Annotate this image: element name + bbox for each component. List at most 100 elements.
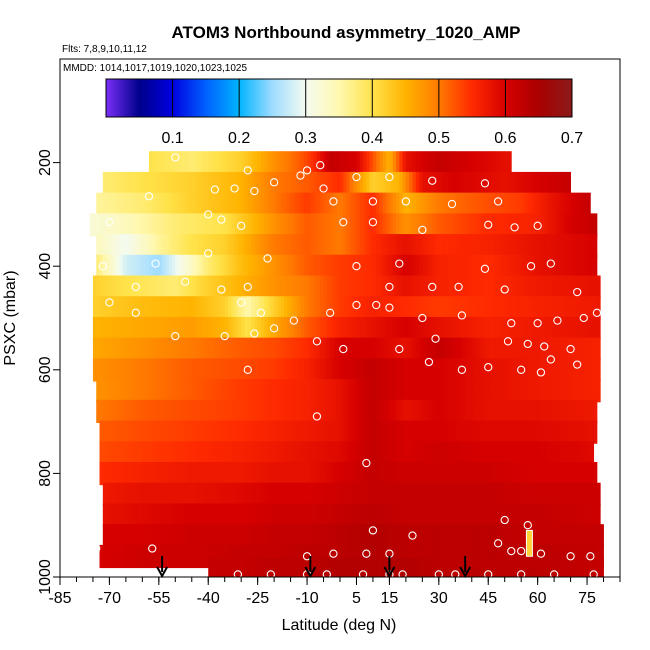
heatmap-cell (172, 296, 176, 320)
heatmap-cell (567, 316, 571, 341)
heatmap-cell (340, 296, 344, 320)
heatmap-cell (119, 462, 123, 486)
heatmap-cell (573, 503, 578, 527)
heatmap-cell (254, 254, 259, 278)
data-point (510, 223, 519, 232)
heatmap-cell (244, 557, 249, 577)
heatmap-cell (560, 441, 565, 465)
heatmap-cell (372, 254, 377, 278)
heatmap-cell (432, 420, 436, 444)
heatmap-cell (415, 254, 420, 278)
heatmap-cell (534, 192, 539, 216)
heatmap-cell (471, 557, 476, 577)
heatmap-cell (438, 420, 443, 444)
heatmap-cell (379, 316, 384, 341)
heatmap-cell (155, 358, 160, 382)
heatmap-cell (129, 482, 133, 506)
heatmap-cell (307, 316, 311, 341)
heatmap-cell (231, 213, 235, 237)
heatmap-cell (343, 482, 347, 506)
heatmap-cell (567, 441, 571, 465)
heatmap-cell (204, 399, 209, 424)
heatmap-cell (369, 213, 374, 237)
heatmap-cell (481, 192, 486, 216)
heatmap-cell (540, 316, 545, 341)
heatmap-cell (277, 379, 282, 403)
heatmap-cell (178, 213, 183, 237)
heatmap-cell (237, 420, 242, 444)
heatmap-cell (132, 379, 137, 403)
heatmap-cell (501, 482, 506, 506)
heatmap-cell (432, 296, 436, 320)
heatmap-cell (494, 254, 499, 278)
heatmap-cell (178, 358, 183, 382)
heatmap-cell (102, 171, 107, 196)
heatmap-cell (208, 275, 212, 299)
data-point (220, 331, 229, 341)
heatmap-cell (148, 151, 153, 175)
heatmap-cell (349, 296, 354, 320)
heatmap-cell (356, 254, 361, 278)
heatmap-cell (181, 482, 186, 506)
heatmap-cell (106, 192, 110, 216)
heatmap-cell (524, 213, 529, 237)
heatmap-cell (142, 171, 147, 196)
heatmap-cell (132, 441, 137, 465)
heatmap-cell (330, 234, 334, 258)
heatmap-cell (478, 462, 483, 486)
heatmap-cell (491, 420, 496, 444)
heatmap-cell (379, 399, 384, 424)
heatmap-cell (527, 254, 532, 278)
heatmap-cell (132, 296, 137, 320)
heatmap-cell (468, 462, 473, 486)
heatmap-cell (191, 337, 196, 361)
heatmap-cell (557, 234, 562, 258)
data-point (517, 546, 526, 556)
heatmap-cell (580, 275, 585, 299)
heatmap-cell (498, 358, 502, 382)
heatmap-cell (293, 234, 298, 258)
heatmap-cell (214, 171, 219, 196)
heatmap-cell (570, 358, 575, 382)
heatmap-cell (531, 420, 535, 444)
heatmap-cell (168, 358, 173, 382)
heatmap-cell (537, 171, 542, 196)
heatmap-cell (494, 420, 499, 444)
heatmap-cell (537, 399, 542, 424)
heatmap-cell (185, 420, 189, 444)
highlight-bar (525, 529, 533, 557)
heatmap-cell (419, 213, 423, 237)
heatmap-cell (514, 358, 519, 382)
heatmap-cell (511, 296, 515, 320)
heatmap-cell (488, 399, 492, 424)
heatmap-cell (139, 482, 143, 506)
heatmap-cell (382, 254, 387, 278)
heatmap-cell (478, 296, 483, 320)
heatmap-cell (402, 213, 407, 237)
heatmap-cell (448, 275, 453, 299)
heatmap-cell (185, 171, 189, 196)
heatmap-cell (181, 379, 186, 403)
heatmap-cell (201, 399, 206, 424)
heatmap-cell (356, 234, 361, 258)
heatmap-cell (468, 254, 473, 278)
heatmap-cell (435, 557, 440, 577)
heatmap-cell (112, 234, 117, 258)
heatmap-cell (363, 379, 367, 403)
heatmap-cell (330, 151, 334, 175)
heatmap-cell (488, 379, 492, 403)
heatmap-cell (583, 544, 588, 569)
heatmap-cell (349, 462, 354, 486)
heatmap-cell (270, 524, 275, 548)
heatmap-cell (353, 234, 357, 258)
heatmap-cell (409, 524, 413, 548)
heatmap-cell (125, 379, 130, 403)
heatmap-cell (323, 275, 328, 299)
heatmap-cell (297, 296, 301, 320)
heatmap-cell (320, 151, 324, 175)
heatmap-cell (359, 557, 364, 577)
heatmap-cell (201, 503, 206, 527)
heatmap-cell (550, 441, 555, 465)
heatmap-cell (290, 441, 295, 465)
heatmap-cell (534, 213, 539, 237)
